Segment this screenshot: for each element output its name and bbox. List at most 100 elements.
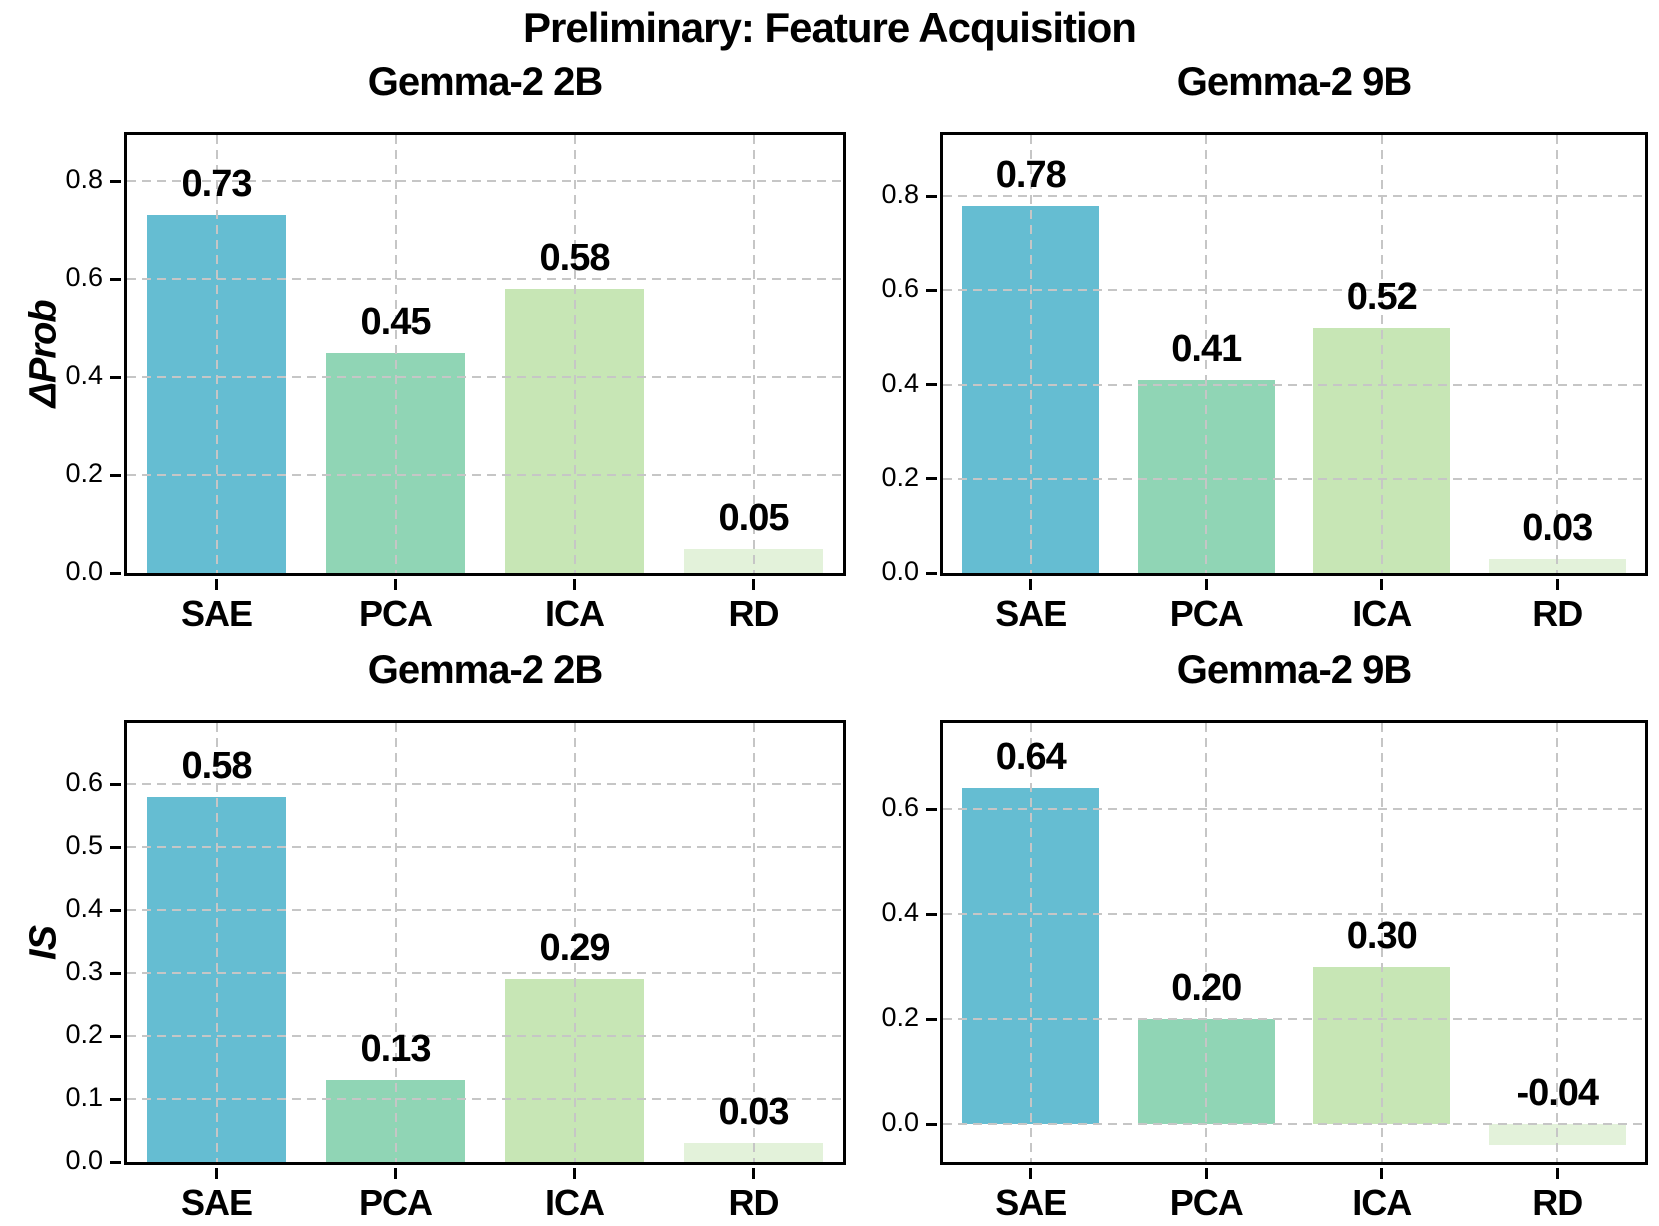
y-tick-label: 0.6 [65,262,103,293]
y-tick-label: 0.4 [881,367,919,398]
x-tick-label: PCA [1169,1182,1244,1223]
bar-value-label: -0.04 [1516,1072,1599,1115]
x-tick-label: RD [728,593,780,634]
gridline-vertical [1556,135,1559,573]
y-tick-label: 0.6 [881,273,919,304]
figure-title: Preliminary: Feature Acquisition [523,4,1137,51]
gridline-vertical [1029,723,1032,1162]
gridline-vertical [215,135,218,573]
gridline-horizontal [127,846,843,849]
x-tick-mark [1204,579,1208,590]
y-tick-mark [926,477,937,481]
subplot-title-bottom-right: Gemma-2 9B [1176,648,1413,692]
x-tick-label: RD [1532,1182,1583,1223]
y-tick-label: 0.1 [65,1082,103,1113]
bar-value-label: 0.05 [718,496,790,539]
gridline-vertical [215,723,218,1162]
y-tick-mark [110,473,121,477]
gridline-vertical [1380,135,1383,573]
y-tick-label: 0.0 [881,1107,919,1138]
y-tick-mark [926,1122,937,1126]
x-tick-mark [573,579,576,590]
subplot-title-bottom-left: Gemma-2 2B [367,648,604,692]
bar-value-label: 0.52 [1346,276,1418,319]
x-tick-label: PCA [1169,593,1244,634]
y-tick-mark [110,908,121,912]
x-tick-mark [752,1168,755,1179]
y-tick-mark [926,912,937,916]
y-tick-label: 0.0 [65,1145,103,1175]
subplot-title-top-right: Gemma-2 9B [1176,60,1413,104]
y-tick-label: 0.0 [881,556,919,586]
y-tick-mark [926,571,937,575]
y-axis-label-is: IS [22,925,65,960]
x-tick-label: ICA [1352,1182,1412,1223]
gridline-horizontal [127,909,843,912]
plot-area-top-right: 0.78 SAE 0.41 PCA 0.52 ICA 0.03 RD 0.0 0.2 0.4 0.6 0… [881,132,1648,634]
x-tick-mark [1029,579,1033,590]
y-tick-label: 0.4 [65,360,103,391]
x-tick-mark [215,1168,218,1179]
y-tick-label: 0.2 [65,458,103,488]
y-tick-mark [110,179,121,183]
x-tick-mark [752,579,755,590]
bar-value-label: 0.73 [181,163,253,206]
y-tick-mark [110,1160,121,1164]
y-tick-mark [926,383,937,387]
y-tick-mark [926,288,937,292]
x-tick-mark [1380,1168,1384,1179]
y-tick-mark [110,1097,121,1101]
y-tick-label: 0.4 [881,897,919,928]
x-tick-label: PCA [358,593,433,634]
plot-area-bottom-left: 0.58 SAE 0.13 PCA 0.29 ICA 0.03 RD 0.0 0.1 0.2 0.3 0… [65,720,846,1223]
gridline-vertical [1205,723,1208,1162]
plot-area-bottom-right: 0.64 SAE 0.20 PCA 0.30 ICA -0.04 RD 0.0 0.2 0.4 0.6 [881,720,1648,1223]
gridline-horizontal [127,474,843,476]
bar-value-label: 0.30 [1346,914,1418,957]
y-tick-mark [110,277,121,281]
x-tick-label: PCA [358,1182,433,1223]
x-tick-mark [394,1168,397,1179]
gridline-horizontal [943,195,1645,198]
y-tick-mark [110,845,121,849]
y-axis-label-dprob: ΔProb [22,300,65,408]
gridline-horizontal [127,180,843,183]
gridline-vertical [1029,135,1032,573]
gridline-horizontal [127,1098,843,1101]
x-tick-mark [1555,579,1559,590]
x-tick-label: SAE [180,593,253,634]
gridline-vertical [1380,723,1383,1162]
gridline-vertical [1205,135,1208,573]
x-tick-mark [394,579,397,590]
gridline-horizontal [943,1123,1645,1126]
y-tick-mark [926,1017,937,1021]
gridline-vertical [752,723,755,1162]
gridline-horizontal [127,278,843,281]
y-tick-mark [110,1034,121,1038]
y-tick-label: 0.0 [65,556,103,586]
plot-area-top-left: 0.73 SAE 0.45 PCA 0.58 ICA 0.05 RD 0.0 0.2 0.4 0.6 0… [65,132,846,634]
gridline-vertical [752,135,755,573]
bar-value-label: 0.58 [539,236,611,279]
gridline-horizontal [127,1035,843,1038]
bar-value-label: 0.20 [1171,967,1242,1010]
y-tick-label: 0.6 [881,792,919,823]
x-tick-label: SAE [995,1182,1067,1223]
bar-value-label: 0.58 [181,744,253,787]
x-tick-label: ICA [545,1182,605,1223]
gridline-horizontal [943,477,1645,480]
y-tick-label: 0.2 [881,1002,919,1033]
x-tick-label: ICA [1352,593,1412,634]
gridline-horizontal [127,783,843,786]
gridline-vertical [1556,723,1559,1162]
bar-value-label: 0.78 [995,153,1067,196]
x-tick-mark [1555,1168,1559,1179]
x-tick-label: ICA [545,593,605,634]
x-tick-label: SAE [180,1182,253,1223]
x-tick-mark [573,1168,576,1179]
x-tick-mark [1380,579,1384,590]
y-tick-label: 0.3 [65,956,103,987]
gridline-vertical [394,135,397,573]
gridline-horizontal [943,1018,1645,1021]
gridline-vertical [573,723,576,1162]
